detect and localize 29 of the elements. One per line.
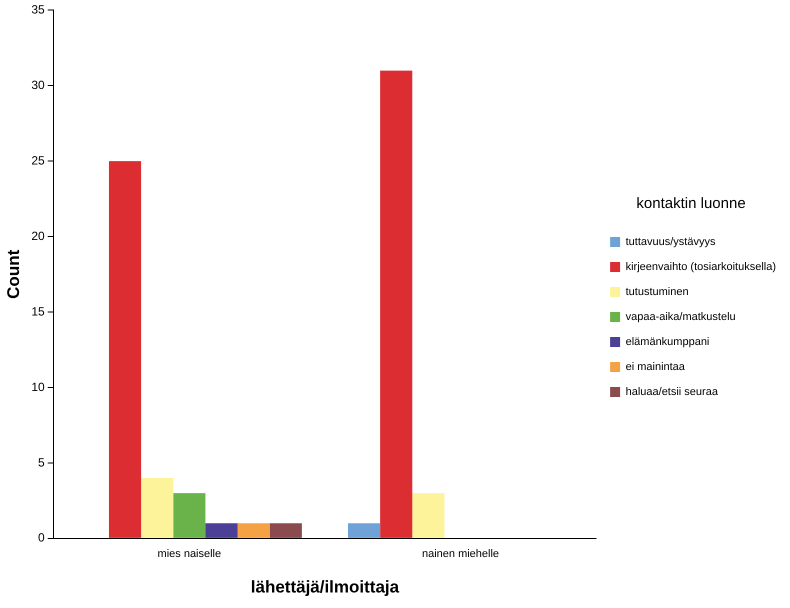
bar — [173, 493, 206, 538]
y-tick-label: 20 — [31, 228, 46, 243]
y-tick-label: 30 — [31, 78, 46, 92]
legend-label: ei mainintaa — [626, 361, 686, 374]
legend-label: vapaa-aika/matkustelu — [626, 311, 736, 324]
bar — [270, 523, 302, 538]
y-tick-label: 5 — [38, 455, 46, 470]
y-tick-label: 0 — [38, 530, 46, 545]
y-tick-label: 15 — [31, 304, 46, 318]
y-axis-title: Count — [4, 249, 23, 299]
x-tick-label: mies naiselle — [158, 548, 222, 560]
legend-label: kirjeenvaihto (tosiarkoituksella) — [626, 261, 776, 274]
legend-label: tuttavuus/ystävyys — [626, 236, 716, 248]
y-tick-label: 35 — [31, 2, 46, 17]
bar — [412, 493, 444, 538]
y-tick-label: 25 — [31, 153, 46, 168]
bar — [238, 523, 270, 538]
bar — [380, 70, 412, 538]
bar — [205, 523, 238, 538]
bar — [108, 161, 142, 538]
bar — [348, 523, 380, 538]
legend-label: tutustuminen — [626, 286, 689, 298]
legend-label: haluaa/etsii seuraa — [626, 386, 719, 398]
bar — [141, 478, 174, 538]
legend-title: kontaktin luonne — [636, 195, 746, 212]
x-axis-title: lähettäjä/ilmoittaja — [250, 577, 400, 596]
x-tick-label: nainen miehelle — [422, 548, 500, 560]
y-tick-label: 10 — [31, 380, 46, 394]
legend-label: elämänkumppani — [626, 336, 710, 348]
